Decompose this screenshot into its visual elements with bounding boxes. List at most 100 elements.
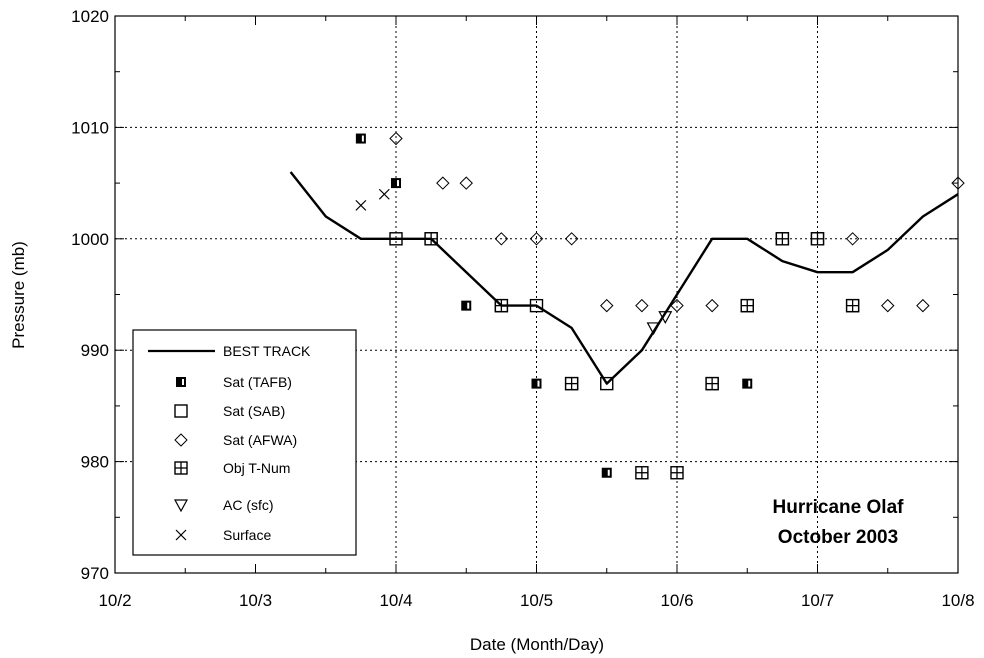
afwa-marker-body <box>494 232 509 246</box>
x-axis-label: Date (Month/Day) <box>470 635 604 654</box>
afwa-point <box>459 176 473 190</box>
tafb-point <box>742 378 753 389</box>
y-tick-label: 990 <box>81 341 109 360</box>
afwa-marker-body <box>881 298 895 313</box>
afwa-marker-body <box>174 433 188 447</box>
annotation-line-1: Hurricane Olaf <box>773 497 905 518</box>
legend-label: Surface <box>223 527 271 543</box>
legend-item-surface: Surface <box>175 527 271 543</box>
surface-marker-stroke-b <box>378 188 390 200</box>
tafb-marker-notch <box>748 380 751 387</box>
x-tick-label: 10/6 <box>660 591 693 610</box>
legend-label: Sat (SAB) <box>223 403 285 419</box>
chart-annotation: Hurricane Olaf October 2003 <box>773 497 905 548</box>
tafb-point <box>355 133 366 144</box>
y-tick-label: 1000 <box>71 230 109 249</box>
series-tafb <box>355 133 858 478</box>
tafb-marker-notch <box>361 135 364 142</box>
surface-marker-stroke-b <box>355 199 367 211</box>
afwa-point <box>389 131 403 146</box>
afwa-point <box>600 298 614 313</box>
afwa-marker-body <box>529 232 544 246</box>
afwa-point <box>951 176 965 190</box>
surface-marker-stroke-b <box>175 529 187 541</box>
afwa-point <box>494 232 509 246</box>
legend-marker <box>176 377 186 387</box>
legend-item-afwa: Sat (AFWA) <box>174 432 297 448</box>
surface-point <box>355 199 367 211</box>
afwa-marker-body <box>670 298 684 313</box>
afwa-marker-body <box>436 176 450 190</box>
objt-point <box>845 298 860 313</box>
afwa-marker-body <box>600 298 614 313</box>
x-tick-label: 10/5 <box>520 591 553 610</box>
tafb-marker-notch <box>467 302 470 309</box>
afwa-marker-body <box>459 176 473 190</box>
legend-label: AC (sfc) <box>223 497 274 513</box>
legend-marker <box>174 404 188 418</box>
legend-item-ac: AC (sfc) <box>173 497 274 513</box>
objt-point <box>740 298 754 313</box>
legend-label: Obj T-Num <box>223 460 290 476</box>
tafb-marker-body <box>531 378 542 389</box>
axes <box>114 15 959 574</box>
x-tick-label: 10/3 <box>239 591 272 610</box>
tafb-marker-body <box>742 378 753 389</box>
y-tick-label: 1010 <box>71 118 109 137</box>
legend-box <box>132 329 357 556</box>
afwa-point <box>529 232 544 246</box>
legend-label: Sat (AFWA) <box>223 432 297 448</box>
tafb-point <box>531 378 542 389</box>
objt-point <box>775 232 790 246</box>
x-tick-label: 10/2 <box>98 591 131 610</box>
objt-point <box>670 466 684 480</box>
afwa-point <box>436 176 450 190</box>
x-tick-label: 10/7 <box>801 591 834 610</box>
y-tick-label: 1020 <box>71 7 109 26</box>
legend-item-tafb: Sat (TAFB) <box>176 374 292 390</box>
y-axis-label: Pressure (mb) <box>9 241 28 349</box>
afwa-marker-body <box>916 298 930 313</box>
x-tick-label: 10/8 <box>941 591 974 610</box>
tafb-point <box>461 300 472 311</box>
sab-marker-body <box>600 376 614 391</box>
legend-marker <box>174 461 188 475</box>
ac-marker-body <box>173 499 189 513</box>
afwa-marker-body <box>564 232 579 246</box>
afwa-marker-body <box>951 176 965 190</box>
tafb-marker-notch <box>537 380 540 387</box>
series-objt <box>424 232 860 480</box>
objt-point <box>705 376 719 391</box>
surface-point <box>378 188 390 200</box>
sab-marker-body <box>174 404 188 418</box>
x-tick-label: 10/4 <box>379 591 412 610</box>
objt-point <box>564 376 579 391</box>
afwa-point <box>845 232 860 246</box>
tafb-marker-notch <box>182 379 184 385</box>
legend-item-line: BEST TRACK <box>148 343 311 359</box>
legend-label: Sat (TAFB) <box>223 374 292 390</box>
tafb-marker-body <box>461 300 472 311</box>
afwa-point <box>916 298 930 313</box>
tick-labels: 10/2 10/3 10/4 10/5 10/6 10/7 10/8 970 980 990 100… <box>71 7 974 610</box>
afwa-point <box>705 298 719 313</box>
annotation-line-2: October 2003 <box>778 527 898 548</box>
legend-item-objt: Obj T-Num <box>174 460 290 476</box>
afwa-point <box>670 298 684 313</box>
legend-marker <box>175 529 187 541</box>
tafb-marker-body <box>355 133 366 144</box>
tafb-marker-body <box>601 467 612 478</box>
tafb-point <box>391 178 401 189</box>
tafb-marker-notch <box>607 469 610 476</box>
legend-item-sab: Sat (SAB) <box>174 403 285 419</box>
afwa-point <box>564 232 579 246</box>
sab-point <box>600 376 614 391</box>
afwa-marker-body <box>845 232 860 246</box>
afwa-marker-body <box>705 298 719 313</box>
y-tick-label: 980 <box>81 453 109 472</box>
data-series <box>289 131 965 480</box>
afwa-marker-body <box>635 298 649 313</box>
objt-point <box>635 466 649 480</box>
legend-label: BEST TRACK <box>223 343 311 359</box>
